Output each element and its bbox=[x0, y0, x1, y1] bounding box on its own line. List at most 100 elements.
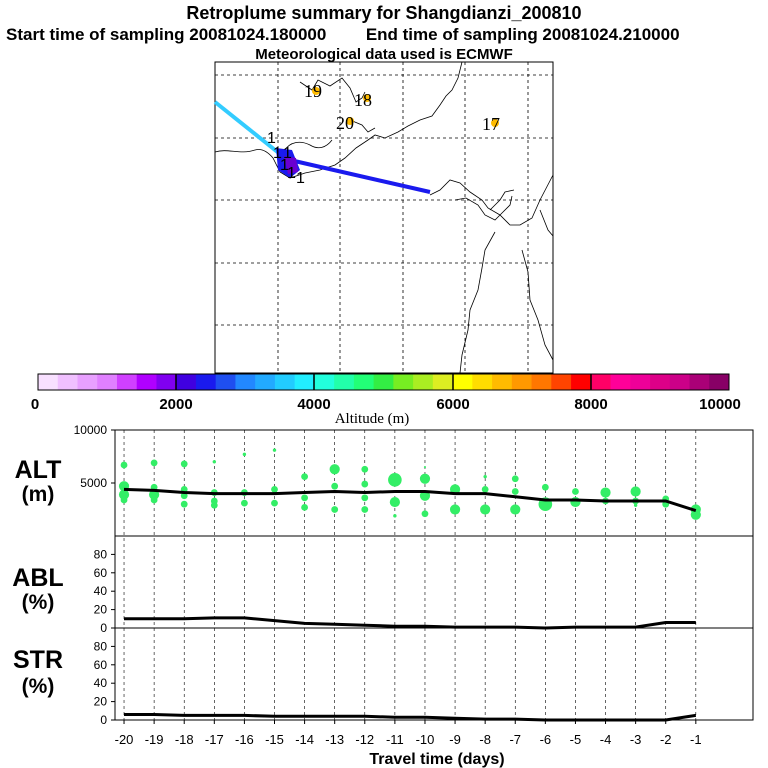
colorbar-cell bbox=[294, 374, 315, 390]
abl-ytick-label: 0 bbox=[100, 621, 107, 635]
ensemble-point bbox=[241, 499, 248, 507]
x-axis-title: Travel time (days) bbox=[369, 751, 504, 768]
plume-dark-track bbox=[289, 158, 431, 194]
colorbar-cell bbox=[472, 374, 493, 390]
abl-panel-frame bbox=[114, 535, 754, 629]
colorbar-cell bbox=[156, 374, 177, 390]
colorbar-cell bbox=[116, 374, 138, 390]
ensemble-point bbox=[633, 503, 638, 507]
alt-ytick-label: 10000 bbox=[74, 423, 108, 437]
ensemble-point bbox=[361, 506, 369, 513]
xtick-label: -5 bbox=[570, 732, 582, 747]
ensemble-point bbox=[329, 464, 340, 475]
ensemble-point bbox=[180, 500, 188, 508]
xtick-label: -16 bbox=[235, 732, 254, 747]
ensemble-point bbox=[361, 465, 369, 473]
xtick-label: -4 bbox=[600, 732, 612, 747]
colorbar: 0 2000 4000 6000 8000 10000 Altitude (m) bbox=[31, 373, 741, 427]
ensemble-point bbox=[600, 487, 611, 498]
colorbar-cell bbox=[669, 374, 690, 390]
colorbar-cell bbox=[432, 374, 453, 390]
colorbar-tick-label: 6000 bbox=[436, 396, 469, 413]
colorbar-cell bbox=[590, 374, 611, 390]
xtick-label: -12 bbox=[355, 732, 374, 747]
colorbar-cell bbox=[38, 374, 59, 390]
colorbar-major-ticks bbox=[175, 374, 592, 390]
met-data-label: Meteorological data used is ECMWF bbox=[255, 46, 513, 63]
colorbar-cell bbox=[334, 374, 355, 390]
ensemble-point bbox=[511, 475, 519, 483]
xtick-label: -3 bbox=[630, 732, 642, 747]
x-axis: -20 -19 -18 -17 -16 -15 -14 -13 -12 -11 -10 -9 -8 -7 -… bbox=[115, 720, 702, 747]
alt-panel-frame bbox=[114, 429, 754, 537]
station-label: 19 bbox=[304, 81, 322, 101]
station-markers: 19 18 20 17 bbox=[304, 81, 500, 134]
release-label: 1 bbox=[287, 165, 296, 182]
colorbar-cell bbox=[57, 374, 78, 390]
colorbar-title: Altitude (m) bbox=[335, 411, 410, 427]
abl-plot: 0 20 40 60 80 bbox=[94, 547, 696, 635]
panel-labels: ALT (m) ABL (%) STR (%) bbox=[12, 456, 63, 698]
colorbar-cell bbox=[235, 374, 256, 390]
station-marker bbox=[312, 87, 320, 95]
xtick-label: -9 bbox=[449, 732, 461, 747]
ensemble-point bbox=[690, 509, 701, 520]
ensemble-point bbox=[120, 461, 128, 469]
station-label: 18 bbox=[354, 90, 372, 110]
ensemble-point bbox=[449, 504, 461, 515]
ensemble-point bbox=[483, 474, 487, 479]
ensemble-point bbox=[423, 466, 426, 469]
xtick-label: -20 bbox=[115, 732, 134, 747]
colorbar-tick-label: 2000 bbox=[159, 396, 192, 413]
alt-label: ALT bbox=[15, 456, 62, 484]
str-plot: 0 20 40 60 80 bbox=[94, 639, 697, 727]
str-unit: (%) bbox=[22, 675, 55, 698]
colorbar-tick-label: 4000 bbox=[297, 396, 330, 413]
ensemble-point bbox=[120, 496, 128, 504]
ensemble-point bbox=[572, 488, 579, 495]
colorbar-cells bbox=[38, 374, 730, 390]
release-label: 1 bbox=[273, 145, 282, 162]
ensemble-point bbox=[361, 494, 369, 502]
colorbar-cell bbox=[610, 374, 631, 390]
release-labels: 1 1 1 1 1 1 bbox=[267, 130, 305, 187]
xtick-label: -15 bbox=[265, 732, 284, 747]
ensemble-point bbox=[242, 452, 247, 457]
xtick-label: -10 bbox=[416, 732, 435, 747]
colorbar-frame bbox=[37, 373, 730, 391]
ensemble-point bbox=[118, 489, 130, 500]
abl-ytick-label: 80 bbox=[94, 547, 108, 561]
colorbar-cell bbox=[413, 374, 434, 390]
sampling-times: Start time of sampling 20081024.180000 E… bbox=[6, 25, 680, 45]
colorbar-cell bbox=[709, 374, 730, 390]
ensemble-point bbox=[389, 496, 400, 508]
release-cluster-core bbox=[284, 156, 298, 174]
str-ytick-label: 60 bbox=[94, 658, 108, 672]
ensemble-point bbox=[331, 482, 339, 490]
ensemble-point bbox=[361, 480, 369, 488]
station-marker bbox=[363, 94, 371, 102]
ensemble-point bbox=[180, 460, 188, 468]
colorbar-cell bbox=[255, 374, 276, 390]
ensemble-point bbox=[481, 485, 489, 493]
ensemble-point bbox=[419, 473, 431, 484]
start-time-label: Start time of sampling 20081024.180000 bbox=[6, 25, 327, 44]
abl-ytick-label: 60 bbox=[94, 566, 108, 580]
xtick-label: -13 bbox=[325, 732, 344, 747]
alt-series-line bbox=[123, 487, 697, 513]
colorbar-cell bbox=[551, 374, 572, 390]
map-panel: 1 1 1 1 1 1 19 18 20 17 bbox=[213, 61, 554, 374]
colorbar-cell bbox=[136, 374, 157, 390]
abl-label: ABL bbox=[12, 564, 63, 592]
colorbar-tick-label: 8000 bbox=[574, 396, 607, 413]
ensemble-point bbox=[150, 459, 158, 467]
ensemble-point bbox=[449, 484, 461, 495]
colorbar-cell bbox=[393, 374, 414, 390]
release-label: 1 bbox=[283, 145, 292, 162]
colorbar-tick-label: 0 bbox=[31, 396, 39, 413]
ensemble-point bbox=[271, 485, 278, 493]
xtick-label: -19 bbox=[145, 732, 164, 747]
abl-ytick-label: 40 bbox=[94, 584, 108, 598]
